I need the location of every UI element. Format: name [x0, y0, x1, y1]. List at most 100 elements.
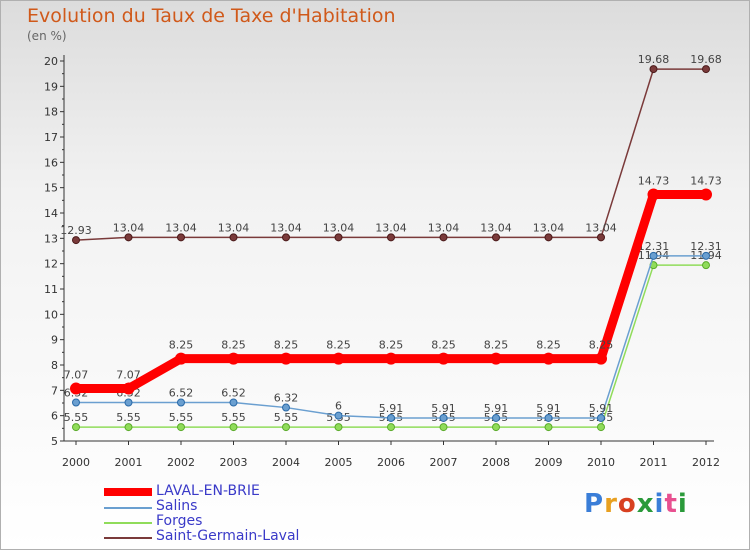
data-point: [597, 423, 605, 432]
brand-letter: r: [604, 489, 618, 519]
legend-swatch-forges: [104, 522, 152, 524]
data-label: 8.25: [326, 339, 351, 352]
data-label: 5.55: [169, 411, 194, 424]
legend-swatch-salins: [104, 507, 152, 509]
brand-logo: Proxiti: [584, 489, 688, 519]
data-point: [72, 423, 80, 432]
data-label: 6.52: [221, 386, 246, 399]
x-tick-label: 2009: [535, 456, 563, 469]
legend-label-laval: LAVAL-EN-BRIE: [156, 483, 260, 499]
data-label: 13.04: [375, 221, 407, 234]
data-label: 12.93: [60, 224, 92, 237]
data-point: [439, 233, 448, 242]
data-point: [334, 423, 343, 432]
data-label: 13.04: [585, 221, 617, 234]
data-point: [124, 423, 133, 432]
data-point: [492, 233, 500, 242]
data-point: [229, 398, 238, 407]
data-point: [177, 233, 185, 242]
data-point: [702, 261, 710, 270]
data-point: [597, 233, 605, 242]
data-label: 5.91: [589, 402, 614, 415]
data-point: [544, 413, 553, 422]
data-label: 6.52: [169, 386, 194, 399]
data-point: [702, 65, 710, 74]
y-tick-label: 5: [51, 435, 58, 448]
x-tick-label: 2002: [167, 456, 195, 469]
y-tick-label: 6: [51, 410, 58, 423]
data-label: 5.91: [379, 402, 404, 415]
data-label: 13.04: [533, 221, 565, 234]
data-point: [649, 251, 658, 260]
x-tick-label: 2005: [325, 456, 353, 469]
data-label: 19.68: [690, 53, 722, 66]
data-label: 14.73: [638, 175, 670, 188]
y-tick-label: 10: [44, 308, 58, 321]
data-label: 13.04: [165, 221, 197, 234]
data-point: [124, 398, 133, 407]
data-label: 6.32: [274, 392, 299, 405]
data-point: [544, 233, 553, 242]
legend-label-saint-germain: Saint-Germain-Laval: [156, 528, 300, 544]
data-label: 5.55: [64, 411, 89, 424]
data-point: [649, 65, 658, 74]
y-tick-label: 17: [44, 131, 58, 144]
data-point: [492, 423, 500, 432]
data-point: [72, 398, 80, 407]
brand-letter: P: [584, 489, 605, 519]
data-label: 5.55: [221, 411, 246, 424]
x-tick-label: 2004: [272, 456, 300, 469]
data-label: 8.25: [221, 339, 246, 352]
y-tick-label: 13: [44, 232, 58, 245]
data-label: 5.91: [484, 402, 509, 415]
unit-label: (en %): [27, 29, 67, 43]
brand-letter: o: [617, 489, 637, 519]
data-point: [387, 423, 395, 432]
data-label: 6: [335, 400, 342, 413]
legend-swatch-laval: [104, 488, 152, 496]
data-label: 13.04: [428, 221, 460, 234]
data-point: [124, 233, 133, 242]
data-point: [437, 352, 450, 365]
data-point: [227, 352, 240, 365]
data-point: [334, 233, 343, 242]
data-label: 8.25: [589, 339, 614, 352]
y-tick-label: 16: [44, 156, 58, 169]
y-tick-label: 7: [51, 384, 58, 397]
x-tick-label: 2008: [482, 456, 510, 469]
data-point: [332, 352, 345, 365]
data-label: 7.07: [116, 369, 141, 382]
data-point: [597, 413, 605, 422]
data-point: [334, 411, 343, 420]
data-point: [177, 398, 185, 407]
data-point: [700, 188, 712, 201]
y-tick-label: 19: [44, 80, 58, 93]
data-label: 12.31: [638, 240, 670, 253]
data-label: 8.25: [536, 339, 561, 352]
data-point: [280, 352, 292, 365]
data-point: [282, 423, 290, 432]
y-tick-label: 20: [44, 55, 58, 68]
x-tick-label: 2000: [62, 456, 90, 469]
data-label: 12.31: [690, 240, 722, 253]
data-point: [229, 423, 238, 432]
data-label: 5.55: [116, 411, 141, 424]
data-point: [595, 352, 607, 365]
data-label: 19.68: [638, 53, 670, 66]
x-tick-label: 2010: [587, 456, 615, 469]
data-label: 13.04: [323, 221, 355, 234]
data-label: 13.04: [480, 221, 512, 234]
data-label: 8.25: [169, 339, 194, 352]
y-tick-label: 8: [51, 359, 58, 372]
data-point: [282, 403, 290, 412]
data-point: [387, 413, 395, 422]
y-tick-label: 15: [44, 182, 58, 195]
data-label: 13.04: [113, 221, 145, 234]
data-label: 5.91: [431, 402, 456, 415]
data-label: 13.04: [270, 221, 302, 234]
y-tick-label: 14: [44, 207, 58, 220]
brand-letter: t: [664, 489, 678, 519]
series-line-3: [75, 68, 707, 241]
